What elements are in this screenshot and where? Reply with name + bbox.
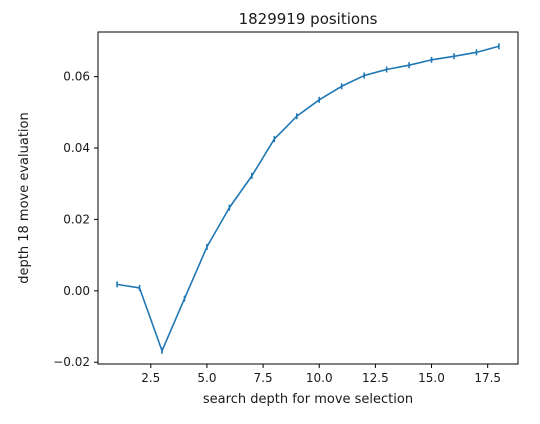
y-axis-label: depth 18 move evaluation (17, 112, 32, 283)
axis-ticks: 2.5 5.0 7.5 10.0 12.5 15.0 17.5 −0.02 0.00 0.02 0.… (53, 70, 501, 385)
chart-title: 1829919 positions (239, 10, 378, 28)
y-tick-label: −0.02 (53, 355, 90, 369)
x-tick-label: 12.5 (362, 371, 389, 385)
x-tick-label: 2.5 (141, 371, 160, 385)
y-tick-label: 0.04 (63, 141, 90, 155)
y-tick-label: 0.02 (63, 212, 90, 226)
plot-area (116, 43, 500, 354)
axes-frame (97, 31, 519, 365)
series-line (116, 45, 500, 352)
x-axis-label: search depth for move selection (203, 392, 413, 407)
x-tick-label: 17.5 (474, 371, 501, 385)
x-tick-label: 7.5 (254, 371, 273, 385)
x-tick-label: 10.0 (306, 371, 333, 385)
x-tick-label: 15.0 (418, 371, 445, 385)
y-tick-label: 0.00 (63, 284, 90, 298)
x-tick-label: 5.0 (197, 371, 216, 385)
y-tick-label: 0.06 (63, 70, 90, 84)
